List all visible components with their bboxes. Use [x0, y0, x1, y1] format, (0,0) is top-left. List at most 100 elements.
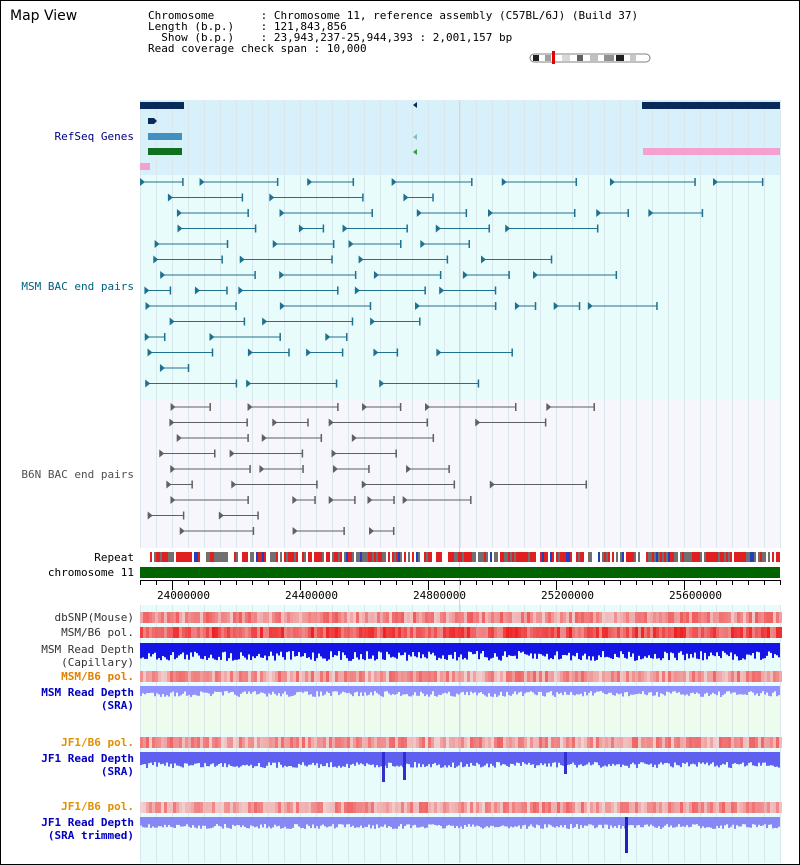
jf1-pol-cell: [473, 802, 476, 813]
repeat-block: [696, 552, 698, 562]
msm-pol-cell: [188, 627, 191, 638]
msm-sra-depth-bar: [266, 686, 268, 697]
dbsnp-cell: [140, 612, 143, 623]
jf1-trimmed-depth-bar: [372, 817, 374, 826]
msm-bac-pair: [332, 240, 335, 248]
dbsnp-cell: [224, 612, 227, 623]
track-label-jf1-b6-pol-2[interactable]: JF1/B6 pol.: [61, 800, 134, 813]
repeat-block: [352, 552, 354, 562]
msm-sra-depth-bar: [356, 686, 358, 692]
track-label-chromosome[interactable]: chromosome 11: [48, 566, 134, 579]
track-label-refseq[interactable]: RefSeq Genes: [55, 130, 134, 143]
jf1-trimmed-depth-bar: [398, 817, 400, 827]
track-label-jf1-depth-trimmed[interactable]: JF1 Read Depth (SRA trimmed): [41, 816, 134, 842]
msm-bac-pair: [279, 209, 285, 217]
msm-capillary-depth-bar: [562, 643, 564, 656]
jf1-trimmed-depth-bar: [530, 817, 532, 825]
repeat-block: [230, 552, 232, 562]
jf1-pol-cell: [203, 802, 206, 813]
track-label-repeat[interactable]: Repeat: [94, 551, 134, 564]
msm-sra-depth-bar: [418, 686, 420, 696]
msm-capillary-depth-bar: [540, 643, 542, 655]
msm-capillary-depth-bar: [308, 643, 310, 658]
msm-pol-cell: [713, 627, 716, 638]
msm-bac-pair: [351, 317, 354, 326]
dbsnp-cell: [212, 612, 215, 623]
msm-bac-pair: [235, 379, 238, 388]
track-label-jf1-b6-pol-1[interactable]: JF1/B6 pol.: [61, 736, 134, 749]
msm-capillary-depth-bar: [398, 643, 400, 653]
msm-capillary-depth-bar: [446, 643, 448, 660]
track-label-b6n-bac[interactable]: B6N BAC end pairs: [21, 468, 134, 481]
chromosome-ideogram[interactable]: [529, 51, 651, 64]
msm-pol-cell: [674, 671, 677, 682]
msm-capillary-depth-bar: [642, 643, 644, 659]
jf1-sra-depth-bar: [288, 752, 290, 767]
jf1-sra-depth-bar: [662, 752, 664, 765]
jf1-trimmed-depth-bar: [708, 817, 710, 828]
track-label-text: MSM/B6 pol.: [61, 670, 134, 683]
msm-pol-cell: [383, 627, 386, 638]
jf1-pol-cell: [452, 802, 455, 813]
repeat-block: [182, 552, 184, 562]
msm-sra-depth-bar: [520, 686, 522, 692]
jf1-trimmed-depth-bar: [288, 817, 290, 829]
msm-capillary-depth-bar: [306, 643, 308, 658]
dbsnp-cell: [572, 612, 575, 623]
jf1-trimmed-depth-bar: [208, 817, 210, 829]
msm-pol-cell: [584, 627, 587, 638]
track-label-msm-bac[interactable]: MSM BAC end pairs: [21, 280, 134, 293]
jf1-pol-cell: [416, 737, 419, 748]
jf1-pol-cell: [326, 737, 329, 748]
jf1-pol-cell: [740, 802, 743, 813]
dbsnp-cell: [473, 612, 476, 623]
jf1-pol-cell: [488, 802, 491, 813]
jf1-pol-cell: [200, 737, 203, 748]
msm-sra-depth-bar: [246, 686, 248, 694]
dbsnp-cell: [683, 612, 686, 623]
jf1-trimmed-depth-bar: [718, 817, 720, 828]
track-label-jf1-depth-sra[interactable]: JF1 Read Depth (SRA): [41, 752, 134, 778]
msm-bac-pair: [342, 224, 348, 233]
repeat-block: [326, 552, 328, 562]
jf1-pol-cell: [305, 737, 308, 748]
jf1-sra-depth-bar: [150, 752, 152, 763]
jf1-sra-depth-bar: [376, 752, 378, 766]
msm-sra-depth-bar: [756, 686, 758, 694]
track-label-msm-depth-sra[interactable]: MSM Read Depth (SRA): [41, 686, 134, 712]
msm-capillary-depth-bar: [474, 643, 476, 654]
repeat-block: [702, 552, 704, 562]
repeat-block: [294, 552, 296, 562]
repeat-block: [758, 552, 760, 562]
jf1-pol-cell: [383, 802, 386, 813]
jf1-pol-cell: [248, 737, 251, 748]
dbsnp-cell: [575, 612, 578, 623]
msm-sra-depth-bar: [662, 686, 664, 695]
jf1-pol-cell: [626, 737, 629, 748]
msm-sra-depth-bar: [744, 686, 746, 695]
jf1-pol-cell: [581, 802, 584, 813]
jf1-trimmed-depth-bar: [276, 817, 278, 827]
track-label-msm-depth-capillary[interactable]: MSM Read Depth (Capillary): [41, 643, 134, 669]
msm-capillary-depth-bar: [704, 643, 706, 653]
jf1-sra-depth-bar: [272, 752, 274, 763]
b6n-bac-pair: [170, 465, 176, 473]
dbsnp-cell: [755, 612, 758, 623]
jf1-pol-cell: [554, 737, 557, 748]
msm-pol-cell: [686, 627, 689, 638]
jf1-pol-cell: [596, 737, 599, 748]
jf1-pol-cell: [341, 737, 344, 748]
msm-capillary-depth-bar: [556, 643, 558, 652]
msm-pol-cell: [215, 671, 218, 682]
jf1-pol-cell: [641, 802, 644, 813]
jf1-trimmed-depth-bar: [416, 817, 418, 828]
track-label-dbsnp[interactable]: dbSNP(Mouse): [55, 611, 134, 624]
dbsnp-cell: [524, 612, 527, 623]
track-label-msm-b6-pol-1[interactable]: MSM/B6 pol.: [61, 626, 134, 639]
jf1-trimmed-depth-bar: [476, 817, 478, 826]
jf1-trimmed-depth-bar: [652, 817, 654, 826]
repeat-block: [614, 552, 616, 562]
track-label-msm-b6-pol-2[interactable]: MSM/B6 pol.: [61, 670, 134, 683]
msm-bac-pair: [468, 240, 471, 248]
